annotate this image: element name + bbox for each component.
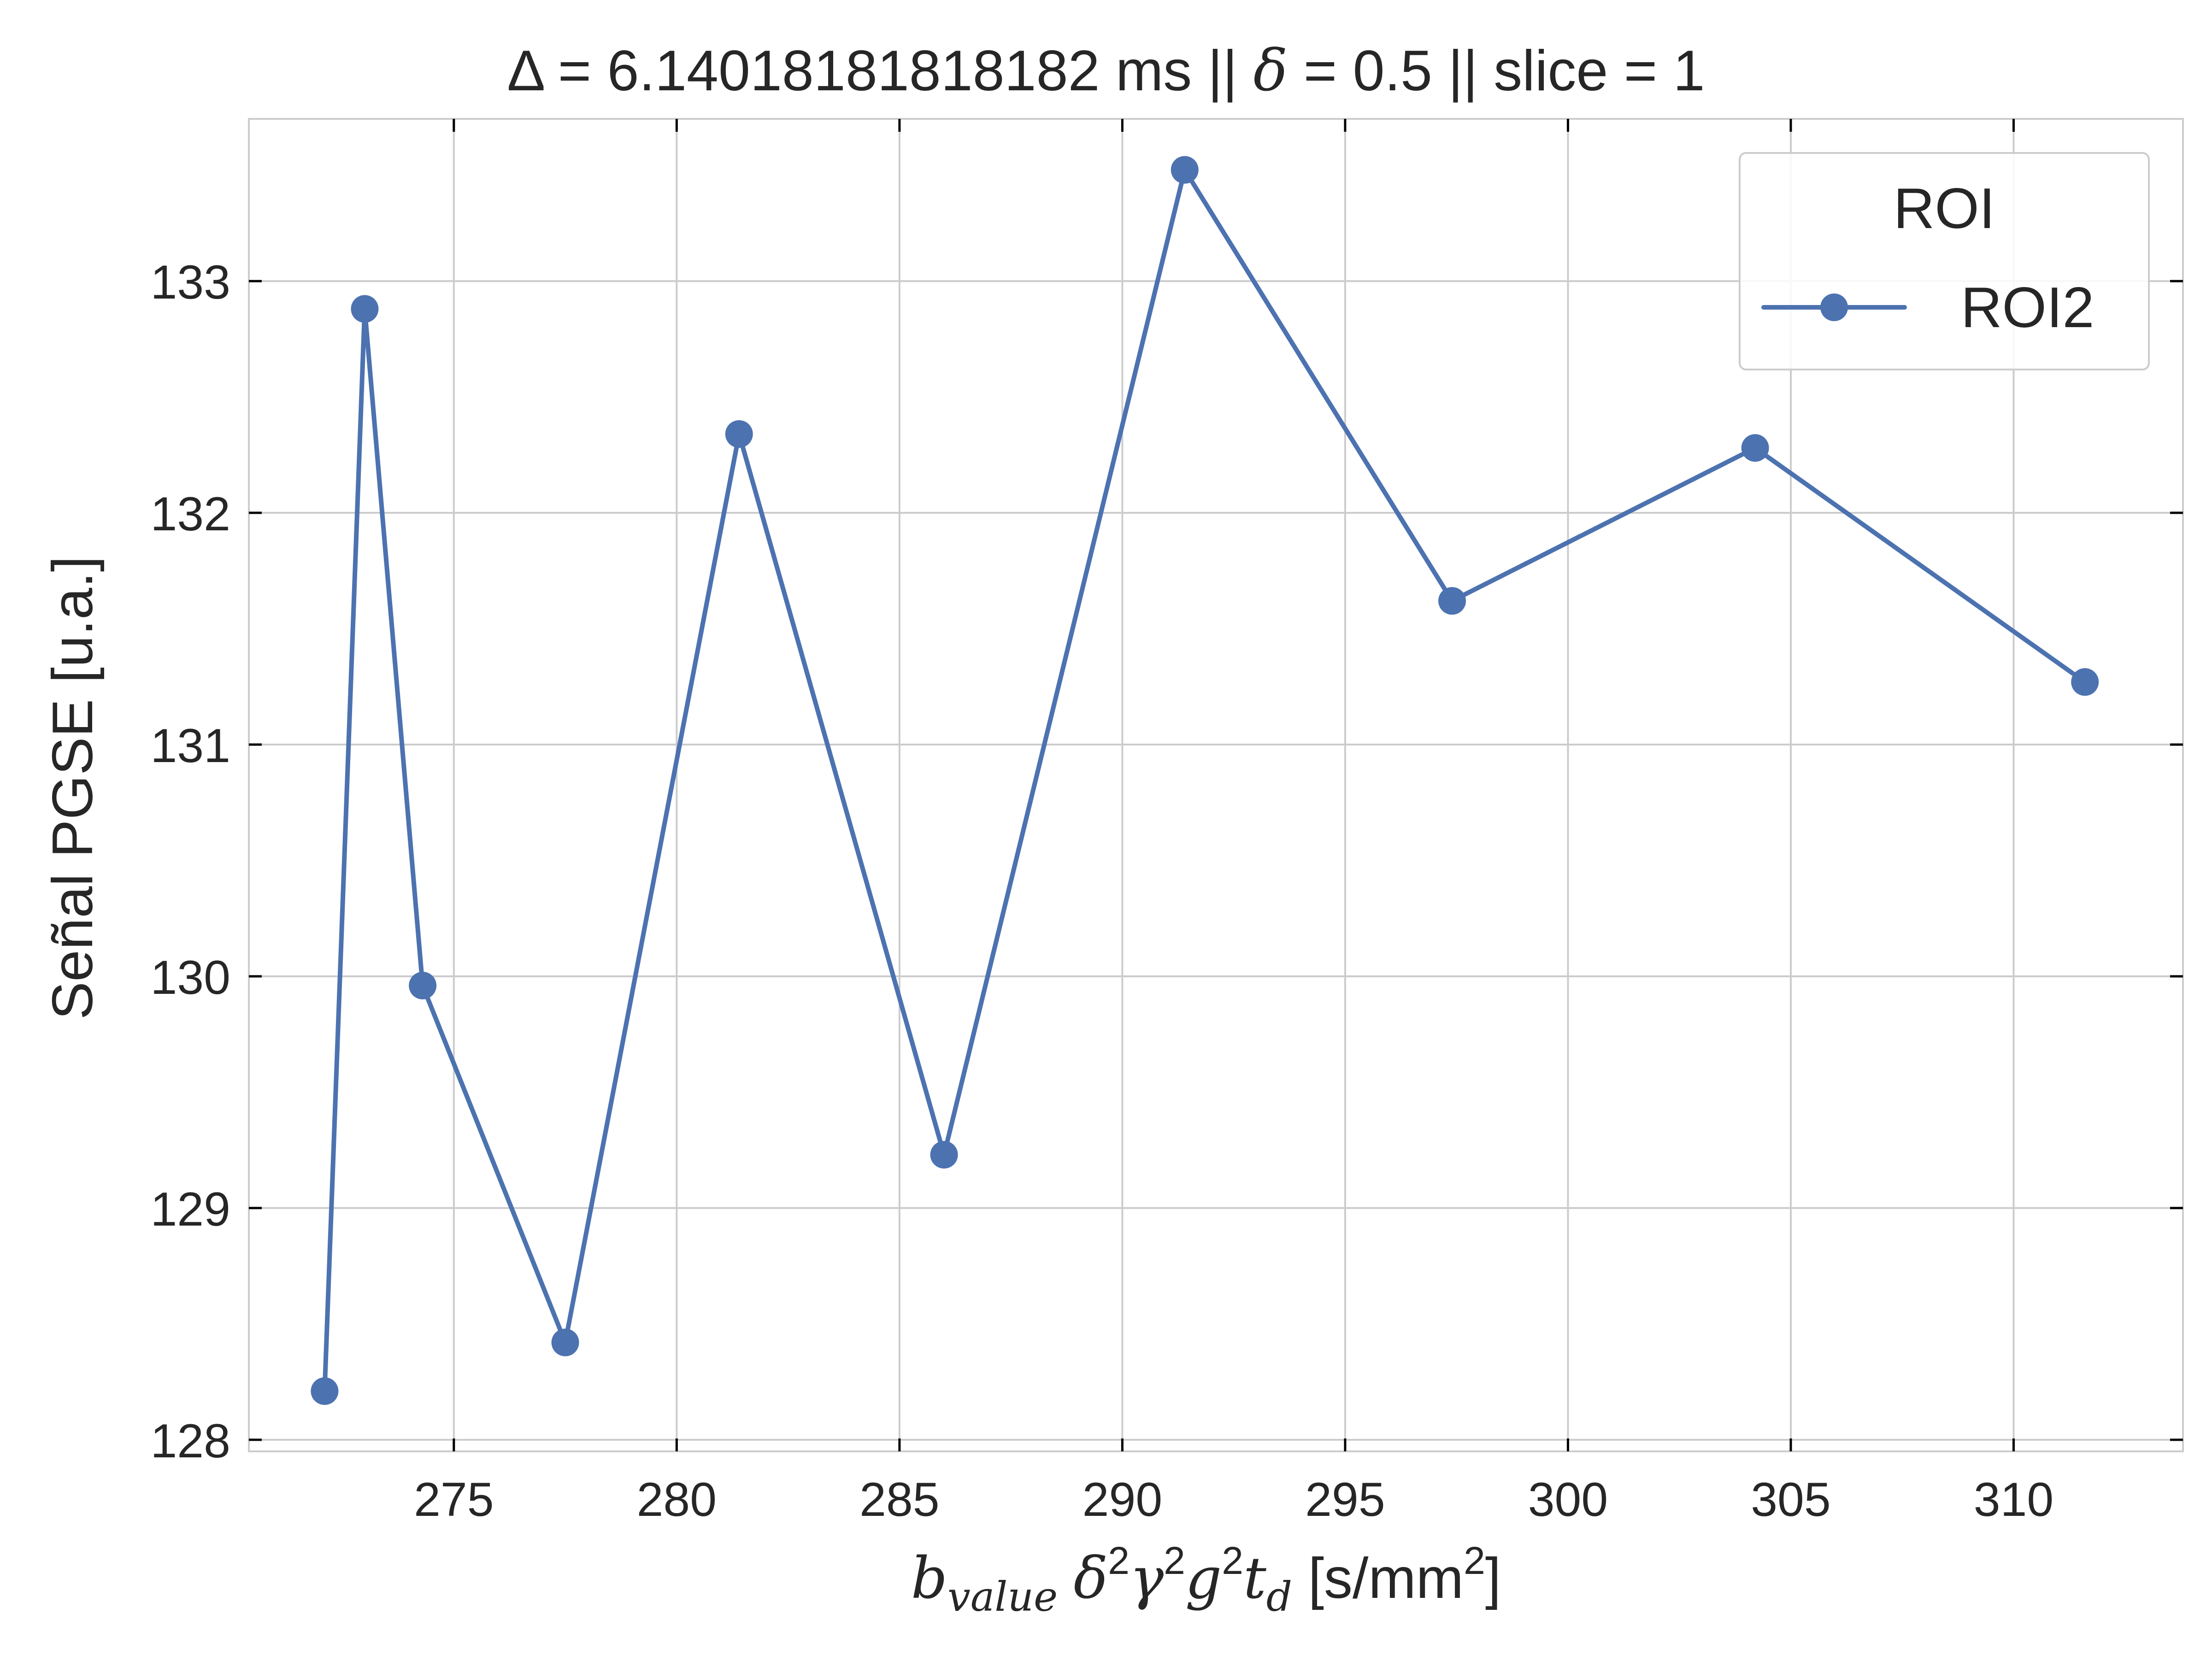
chart-title-delta: δ [1253, 38, 1288, 104]
data-point-marker [2071, 668, 2099, 696]
axis-tick-labels: 275 280 285 290 295 300 305 310 128 129 130 131 132 1… [150, 256, 2053, 1526]
data-point-marker [409, 972, 437, 1000]
xlabel-sup-1: 2 [1108, 1539, 1130, 1582]
x-tick-label: 285 [859, 1473, 940, 1526]
xlabel-g: g [1185, 1545, 1222, 1612]
chart-title-right: = 0.5 || slice = 1 [1288, 39, 1705, 103]
x-tick-label: 275 [414, 1473, 494, 1526]
data-point-marker [1171, 156, 1199, 184]
xlabel-sup-3: 2 [1222, 1539, 1243, 1582]
y-axis-label: Señal PGSE [u.a.] [41, 556, 105, 1020]
x-axis-label: bvalue δ2γ2g2td [s/mm2] [911, 1539, 1501, 1620]
x-tick-label: 300 [1528, 1473, 1608, 1526]
xlabel-t: t [1243, 1545, 1267, 1612]
x-tick-label: 290 [1082, 1473, 1163, 1526]
legend-title: ROI [1894, 177, 1995, 241]
xlabel-t-sub: d [1266, 1573, 1292, 1620]
legend-entry-label: ROI2 [1961, 276, 2094, 340]
y-tick-label: 132 [150, 487, 230, 541]
data-point-marker [351, 295, 379, 323]
legend-marker-swatch [1820, 293, 1848, 321]
y-tick-label: 133 [150, 256, 230, 309]
x-tick-label: 310 [1974, 1473, 2054, 1526]
y-tick-label: 128 [150, 1414, 230, 1468]
y-tick-label: 131 [150, 719, 230, 773]
axis-ticks [249, 119, 2183, 1451]
chart-title-left: Δ = 6.14018181818182 ms || [507, 39, 1253, 103]
y-tick-label: 129 [150, 1183, 230, 1236]
chart-title: Δ = 6.14018181818182 ms || δ = 0.5 || sl… [507, 38, 1705, 104]
x-tick-label: 295 [1305, 1473, 1385, 1526]
plot-area-frame [248, 118, 2184, 1452]
xlabel-sup-2: 2 [1164, 1539, 1185, 1582]
xlabel-units-close: ] [1485, 1547, 1501, 1610]
series-markers-roi2 [311, 156, 2099, 1405]
x-tick-label: 305 [1751, 1473, 1831, 1526]
data-point-marker [311, 1377, 339, 1405]
legend: ROI ROI2 [1739, 152, 2150, 370]
xlabel-delta: δ [1074, 1545, 1108, 1612]
series-line-roi2 [322, 167, 2088, 1394]
data-point-marker [1741, 434, 1769, 462]
x-tick-label: 280 [637, 1473, 717, 1526]
xlabel-b: b [911, 1545, 947, 1612]
data-point-marker [930, 1141, 958, 1169]
xlabel-units-sup: 2 [1464, 1539, 1485, 1582]
xlabel-gamma: γ [1130, 1545, 1164, 1612]
xlabel-b-sub: value [947, 1573, 1058, 1620]
xlabel-units-open: [s/mm [1308, 1547, 1464, 1610]
data-point-marker [725, 420, 753, 448]
data-point-marker [551, 1328, 579, 1356]
data-point-marker [1438, 587, 1466, 615]
y-tick-label: 130 [150, 951, 230, 1004]
